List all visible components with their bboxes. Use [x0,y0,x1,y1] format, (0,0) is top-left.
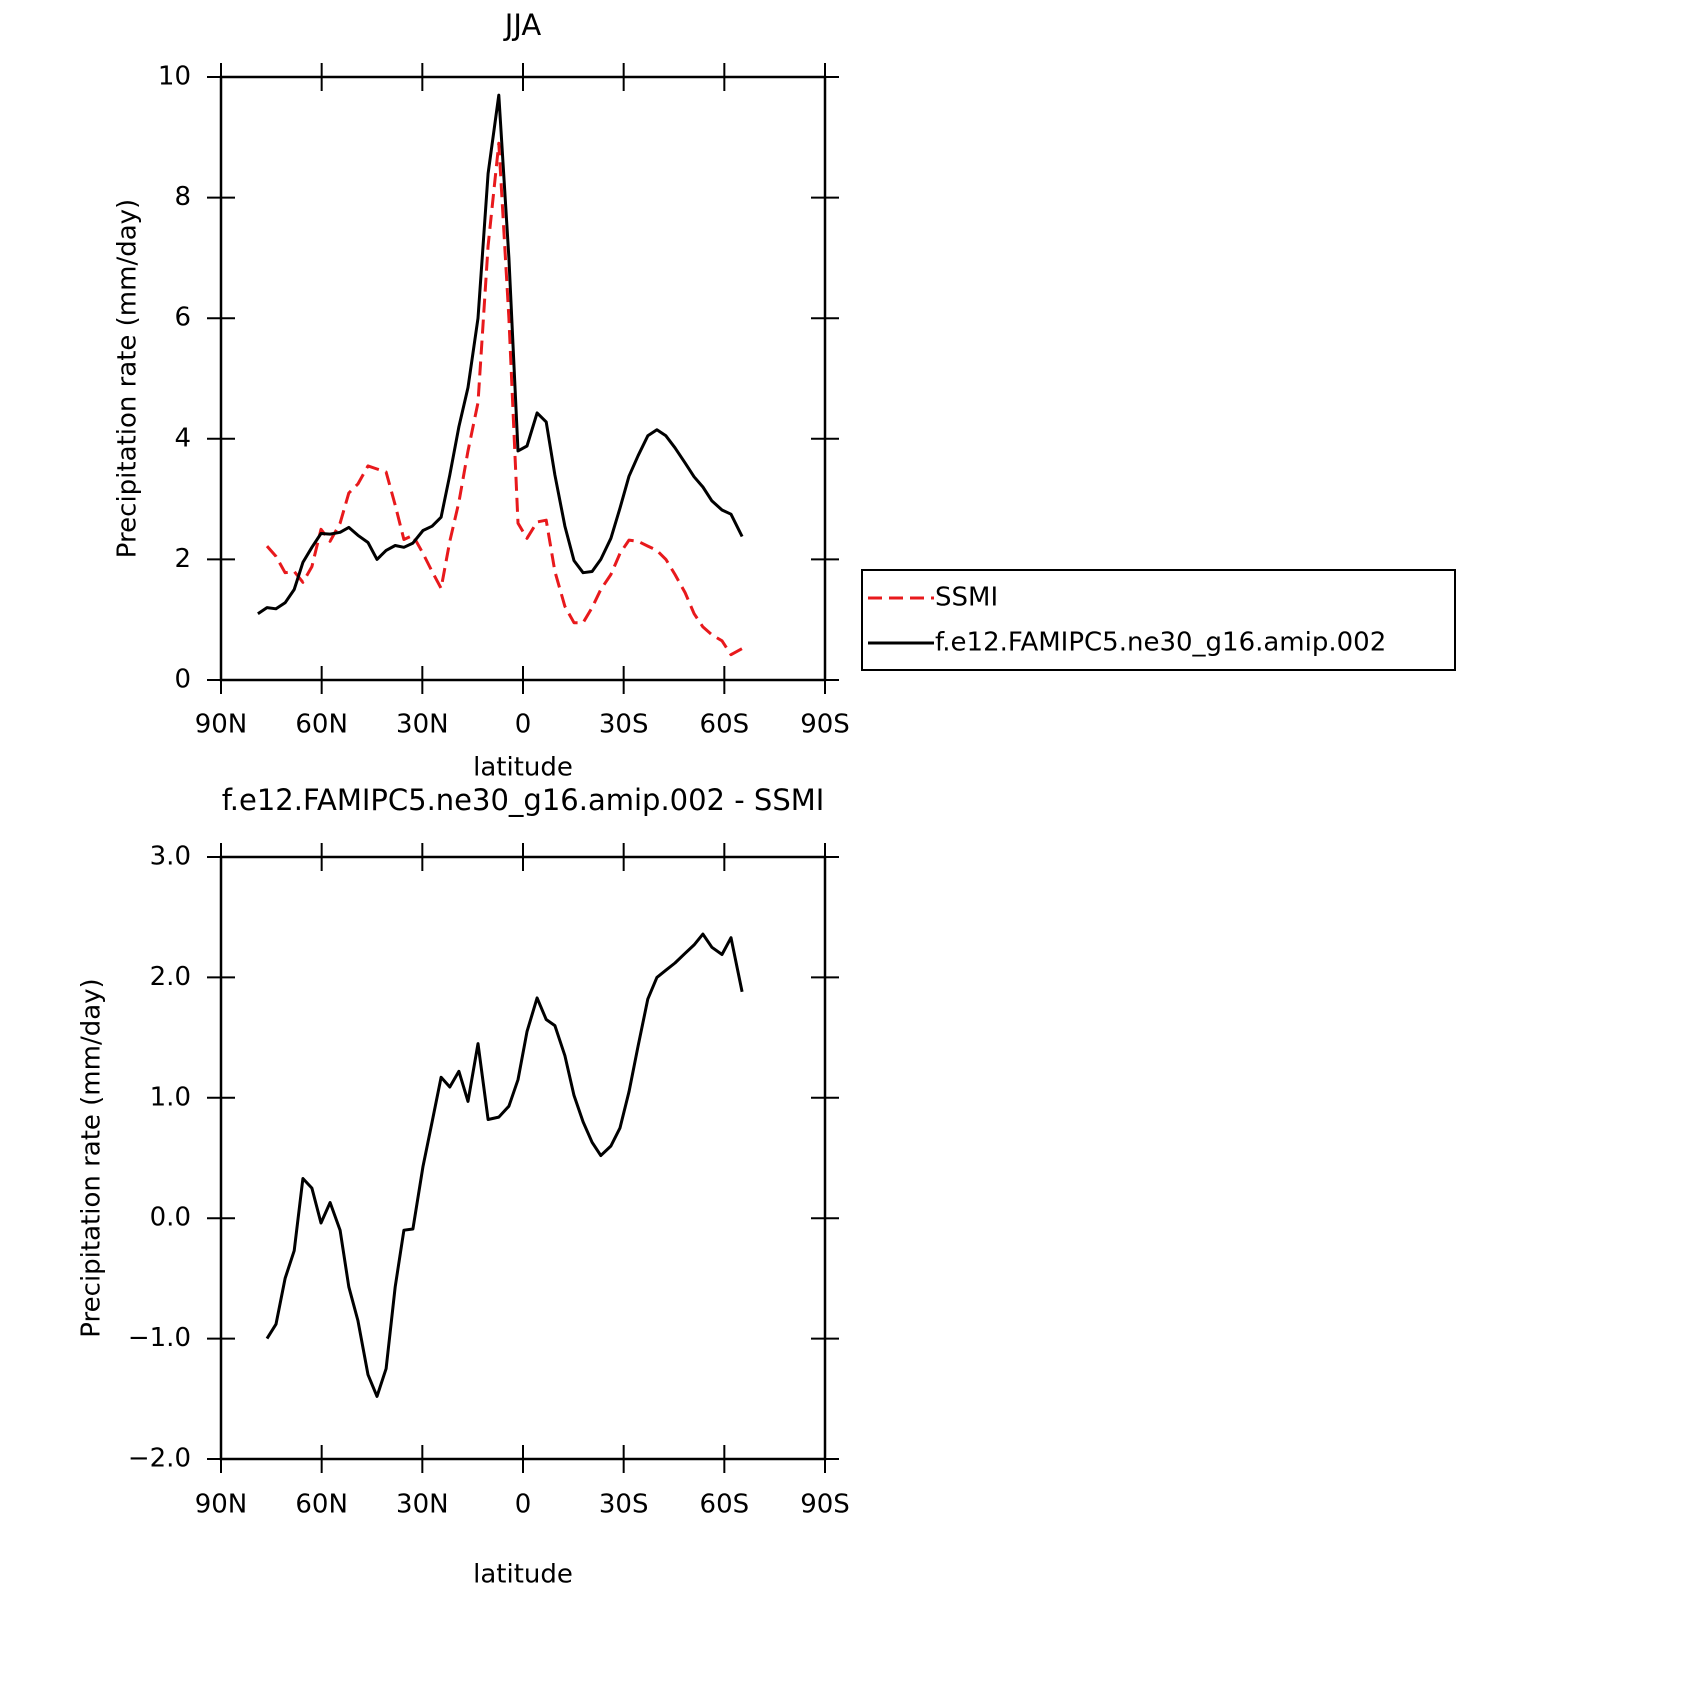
plot-frame [219,855,827,1461]
y-tick-label: 8 [174,182,191,212]
legend-label: SSMI [935,583,998,613]
x-tick-label: 90S [800,710,850,740]
y-tick-label: 2 [174,544,191,574]
legend-label: f.e12.FAMIPC5.ne30_g16.amip.002 [935,628,1386,658]
x-tick-label: 60N [295,710,348,740]
chart-title: f.e12.FAMIPC5.ne30_g16.amip.002 - SSMI [222,783,825,817]
y-tick-label: 6 [174,303,191,333]
x-tick-label: 30N [396,1490,449,1520]
x-axis-label: latitude [473,753,573,783]
x-axis-label: latitude [473,1560,573,1590]
y-tick-label: 10 [158,62,191,92]
x-tick-label: 30N [396,710,449,740]
y-tick-label: 0 [174,665,191,695]
x-tick-label: 0 [515,1490,532,1520]
data-line [257,93,744,615]
y-tick-label: 3.0 [150,842,191,872]
x-tick-label: 90N [195,710,248,740]
y-tick-label: −1.0 [128,1323,191,1353]
y-tick-label: 0.0 [150,1203,191,1233]
x-tick-label: 90N [195,1490,248,1520]
x-tick-label: 60S [700,1490,750,1520]
y-tick-label: 4 [174,423,191,453]
y-axis-label: Precipitation rate (mm/day) [77,978,107,1337]
x-tick-label: 60N [295,1490,348,1520]
y-tick-label: 2.0 [150,962,191,992]
x-tick-label: 30S [599,1490,649,1520]
data-line [265,932,744,1398]
plot-frame [219,75,827,682]
data-line [265,141,743,657]
y-tick-label: 1.0 [150,1082,191,1112]
x-tick-label: 90S [800,1490,850,1520]
legend-box [861,569,1456,671]
chart-title: JJA [503,8,542,42]
y-axis-label: Precipitation rate (mm/day) [113,199,143,558]
y-tick-label: −2.0 [128,1444,191,1474]
x-tick-label: 60S [700,710,750,740]
x-tick-label: 0 [515,710,532,740]
x-tick-label: 30S [599,710,649,740]
